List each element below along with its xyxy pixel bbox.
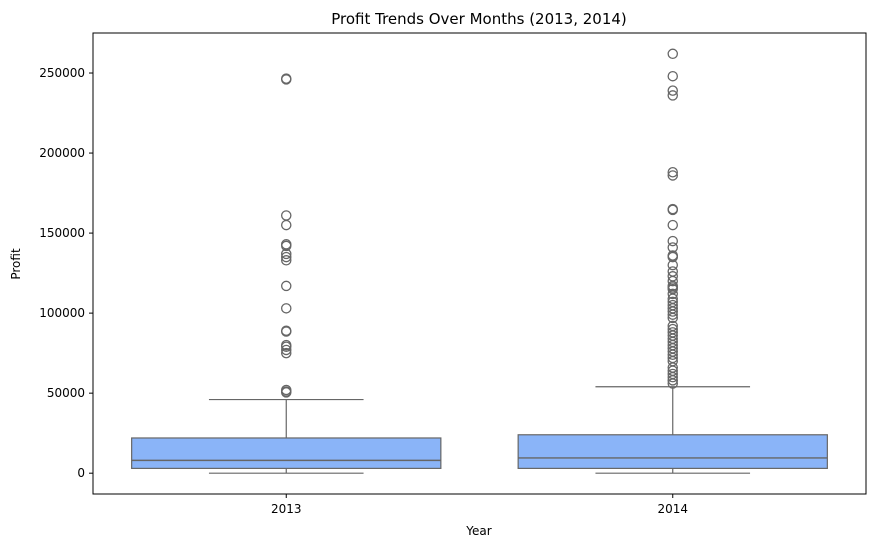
outlier-point xyxy=(280,387,292,398)
plot-frame xyxy=(92,32,867,495)
outlier-point xyxy=(280,255,292,266)
outlier-point xyxy=(667,70,679,82)
outlier-point xyxy=(280,344,292,356)
box-iqr xyxy=(517,434,828,469)
outlier-point xyxy=(667,312,679,324)
outlier-point xyxy=(280,219,292,231)
y-tick-label: 50000 xyxy=(47,386,85,400)
outlier-point xyxy=(667,375,679,386)
y-tick-label: 150000 xyxy=(39,226,85,240)
outlier-point xyxy=(667,219,679,231)
outlier-point xyxy=(280,73,292,84)
outlier-point xyxy=(280,251,292,263)
outlier-point xyxy=(667,349,679,360)
outlier-point xyxy=(667,90,679,101)
outlier-point xyxy=(667,306,679,317)
outlier-point xyxy=(667,251,679,263)
outlier-point xyxy=(667,259,679,271)
outlier-point xyxy=(280,303,292,314)
x-tick-label: 2013 xyxy=(271,502,302,516)
outlier-point xyxy=(667,204,679,216)
outlier-point xyxy=(280,341,292,352)
chart-title: Profit Trends Over Months (2013, 2014) xyxy=(331,10,627,28)
outlier-point xyxy=(667,275,679,287)
outlier-point xyxy=(280,210,292,221)
outlier-point xyxy=(280,280,292,292)
outlier-point xyxy=(667,48,679,60)
outlier-point xyxy=(280,240,292,252)
outlier-point xyxy=(280,326,292,337)
outlier-point xyxy=(280,347,292,359)
outlier-point xyxy=(667,235,679,247)
y-tick-label: 250000 xyxy=(39,66,85,80)
outlier-point xyxy=(667,170,679,181)
outlier-point xyxy=(280,248,292,260)
outlier-point xyxy=(667,378,679,389)
y-axis-label: Profit xyxy=(9,248,23,280)
y-tick-label: 200000 xyxy=(39,146,85,160)
x-axis-label: Year xyxy=(465,524,491,538)
outlier-point xyxy=(667,85,679,96)
x-tick-label: 2014 xyxy=(657,502,688,516)
y-tick-label: 0 xyxy=(77,466,85,480)
outlier-point xyxy=(667,288,679,300)
box-iqr xyxy=(131,437,442,469)
outlier-point xyxy=(667,309,679,320)
y-tick-label: 100000 xyxy=(39,306,85,320)
outlier-point xyxy=(667,371,679,383)
plot-area: 0 50000 100000 150000 200000 250000 2013 2014 xyxy=(39,48,828,516)
outlier-point xyxy=(667,167,679,178)
